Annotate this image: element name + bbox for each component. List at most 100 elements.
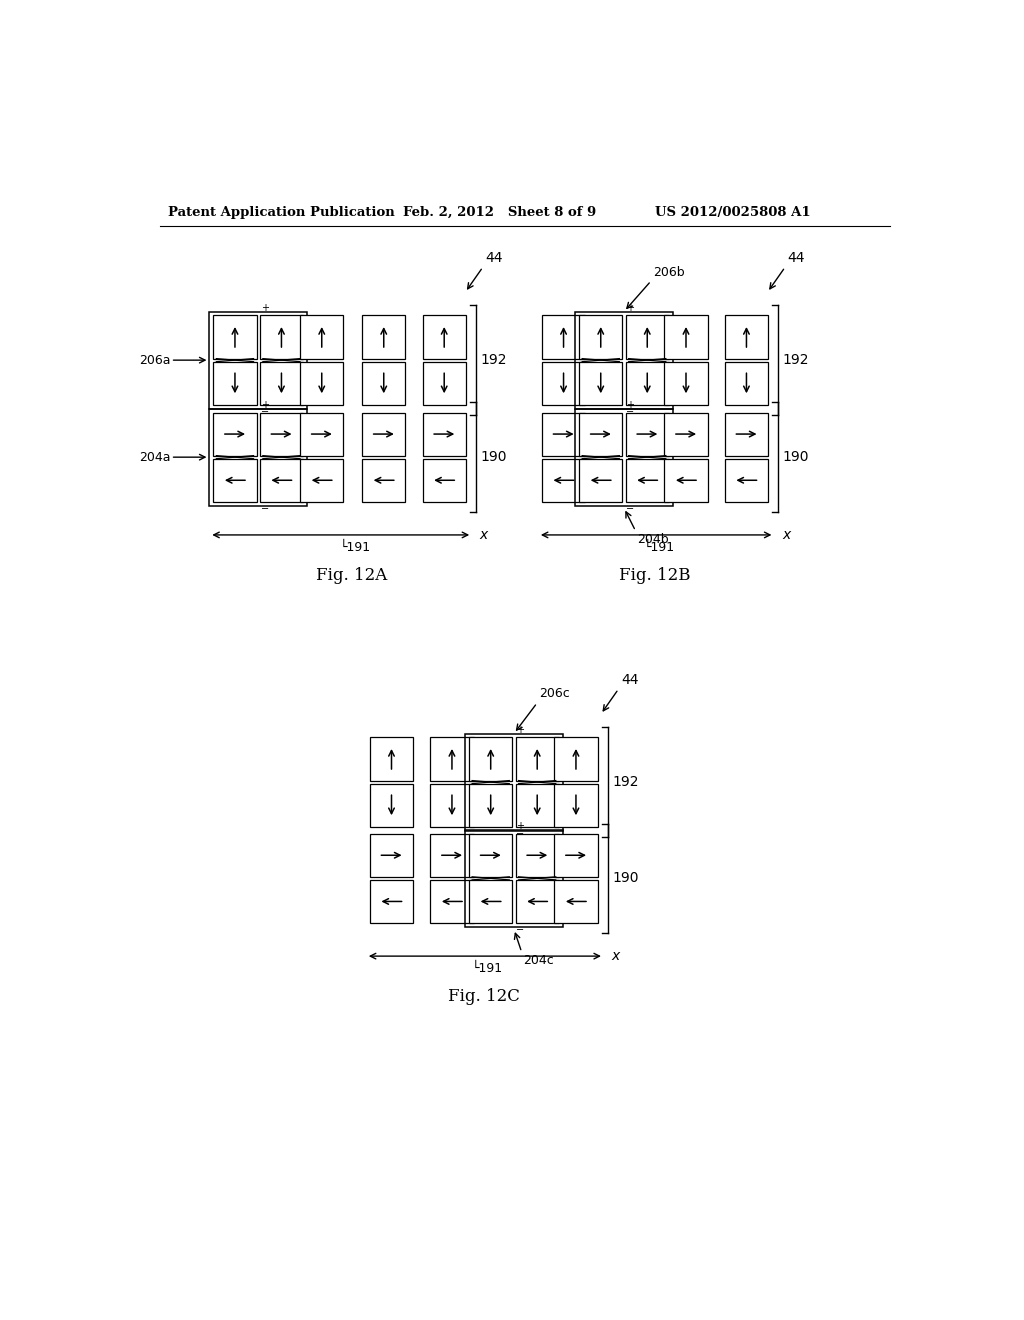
Text: 190: 190 xyxy=(480,450,507,465)
Bar xyxy=(579,412,623,455)
Bar xyxy=(665,315,708,359)
Bar xyxy=(370,880,414,923)
Bar xyxy=(430,784,474,826)
Text: +: + xyxy=(627,304,635,313)
Bar xyxy=(626,459,669,502)
Bar xyxy=(260,459,303,502)
Text: 190: 190 xyxy=(783,450,809,465)
Bar xyxy=(465,830,563,927)
Bar xyxy=(515,834,559,876)
Bar xyxy=(725,315,768,359)
Bar xyxy=(430,834,474,876)
Bar xyxy=(579,362,623,405)
Text: 44: 44 xyxy=(787,251,805,264)
Text: 190: 190 xyxy=(612,871,639,886)
Text: +: + xyxy=(516,821,524,832)
Bar xyxy=(300,315,343,359)
Text: └191: └191 xyxy=(643,541,675,554)
Text: −: − xyxy=(261,407,268,417)
Bar xyxy=(362,315,406,359)
Text: 192: 192 xyxy=(612,775,639,789)
Bar xyxy=(626,412,669,455)
Bar xyxy=(554,738,598,780)
Bar xyxy=(362,459,406,502)
Bar xyxy=(213,459,257,502)
Bar xyxy=(575,409,673,506)
Text: −: − xyxy=(627,504,635,513)
Text: 44: 44 xyxy=(485,251,503,264)
Bar xyxy=(423,362,466,405)
Bar xyxy=(300,412,343,455)
Text: −: − xyxy=(261,504,268,513)
Text: −: − xyxy=(627,407,635,417)
Bar xyxy=(725,412,768,455)
Bar xyxy=(542,362,586,405)
Bar xyxy=(370,784,414,826)
Bar xyxy=(542,459,586,502)
Bar xyxy=(515,784,559,826)
Text: Feb. 2, 2012   Sheet 8 of 9: Feb. 2, 2012 Sheet 8 of 9 xyxy=(403,206,596,219)
Bar xyxy=(725,459,768,502)
Bar xyxy=(260,362,303,405)
Bar xyxy=(209,409,307,506)
Bar xyxy=(423,315,466,359)
Bar xyxy=(423,412,466,455)
Text: Fig. 12C: Fig. 12C xyxy=(447,989,519,1006)
Bar xyxy=(213,315,257,359)
Bar xyxy=(579,459,623,502)
Bar xyxy=(209,312,307,409)
Bar xyxy=(370,834,414,876)
Bar xyxy=(626,315,669,359)
Bar xyxy=(300,459,343,502)
Text: Fig. 12A: Fig. 12A xyxy=(315,568,387,585)
Bar xyxy=(542,412,586,455)
Bar xyxy=(213,362,257,405)
Text: Fig. 12B: Fig. 12B xyxy=(620,568,691,585)
Bar xyxy=(626,362,669,405)
Bar xyxy=(665,459,708,502)
Bar xyxy=(469,738,512,780)
Text: +: + xyxy=(261,400,268,411)
Text: x: x xyxy=(782,528,791,543)
Bar xyxy=(362,362,406,405)
Text: +: + xyxy=(516,725,524,735)
Bar xyxy=(213,412,257,455)
Text: 206a: 206a xyxy=(139,354,171,367)
Bar xyxy=(665,362,708,405)
Bar xyxy=(469,880,512,923)
Bar xyxy=(300,362,343,405)
Text: 204b: 204b xyxy=(637,533,669,545)
Bar xyxy=(370,738,414,780)
Bar xyxy=(542,315,586,359)
Bar xyxy=(465,734,563,830)
Bar xyxy=(469,784,512,826)
Text: +: + xyxy=(261,304,268,313)
Text: 44: 44 xyxy=(621,673,638,686)
Text: 192: 192 xyxy=(480,354,507,367)
Text: −: − xyxy=(516,829,524,840)
Text: 206b: 206b xyxy=(652,265,684,279)
Bar xyxy=(515,880,559,923)
Text: x: x xyxy=(611,949,620,964)
Text: 204c: 204c xyxy=(523,954,554,966)
Bar xyxy=(579,315,623,359)
Text: 204a: 204a xyxy=(139,450,171,463)
Bar xyxy=(554,784,598,826)
Text: US 2012/0025808 A1: US 2012/0025808 A1 xyxy=(655,206,811,219)
Bar xyxy=(575,312,673,409)
Text: x: x xyxy=(480,528,488,543)
Bar xyxy=(430,880,474,923)
Bar xyxy=(260,412,303,455)
Bar xyxy=(430,738,474,780)
Bar xyxy=(554,834,598,876)
Text: 206c: 206c xyxy=(539,688,569,701)
Bar xyxy=(362,412,406,455)
Bar xyxy=(665,412,708,455)
Bar xyxy=(725,362,768,405)
Bar xyxy=(423,459,466,502)
Bar xyxy=(515,738,559,780)
Text: 192: 192 xyxy=(783,354,809,367)
Text: └191: └191 xyxy=(340,541,371,554)
Bar xyxy=(554,880,598,923)
Bar xyxy=(469,834,512,876)
